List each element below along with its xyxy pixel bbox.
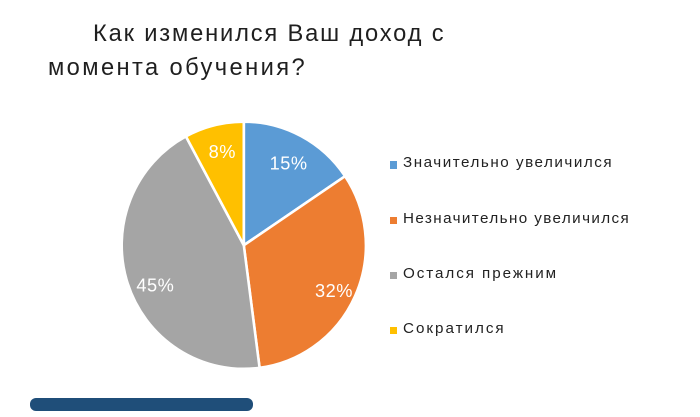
- svg-text:32%: 32%: [315, 281, 353, 301]
- svg-text:45%: 45%: [136, 275, 174, 295]
- svg-text:15%: 15%: [270, 153, 308, 173]
- svg-text:8%: 8%: [209, 142, 236, 162]
